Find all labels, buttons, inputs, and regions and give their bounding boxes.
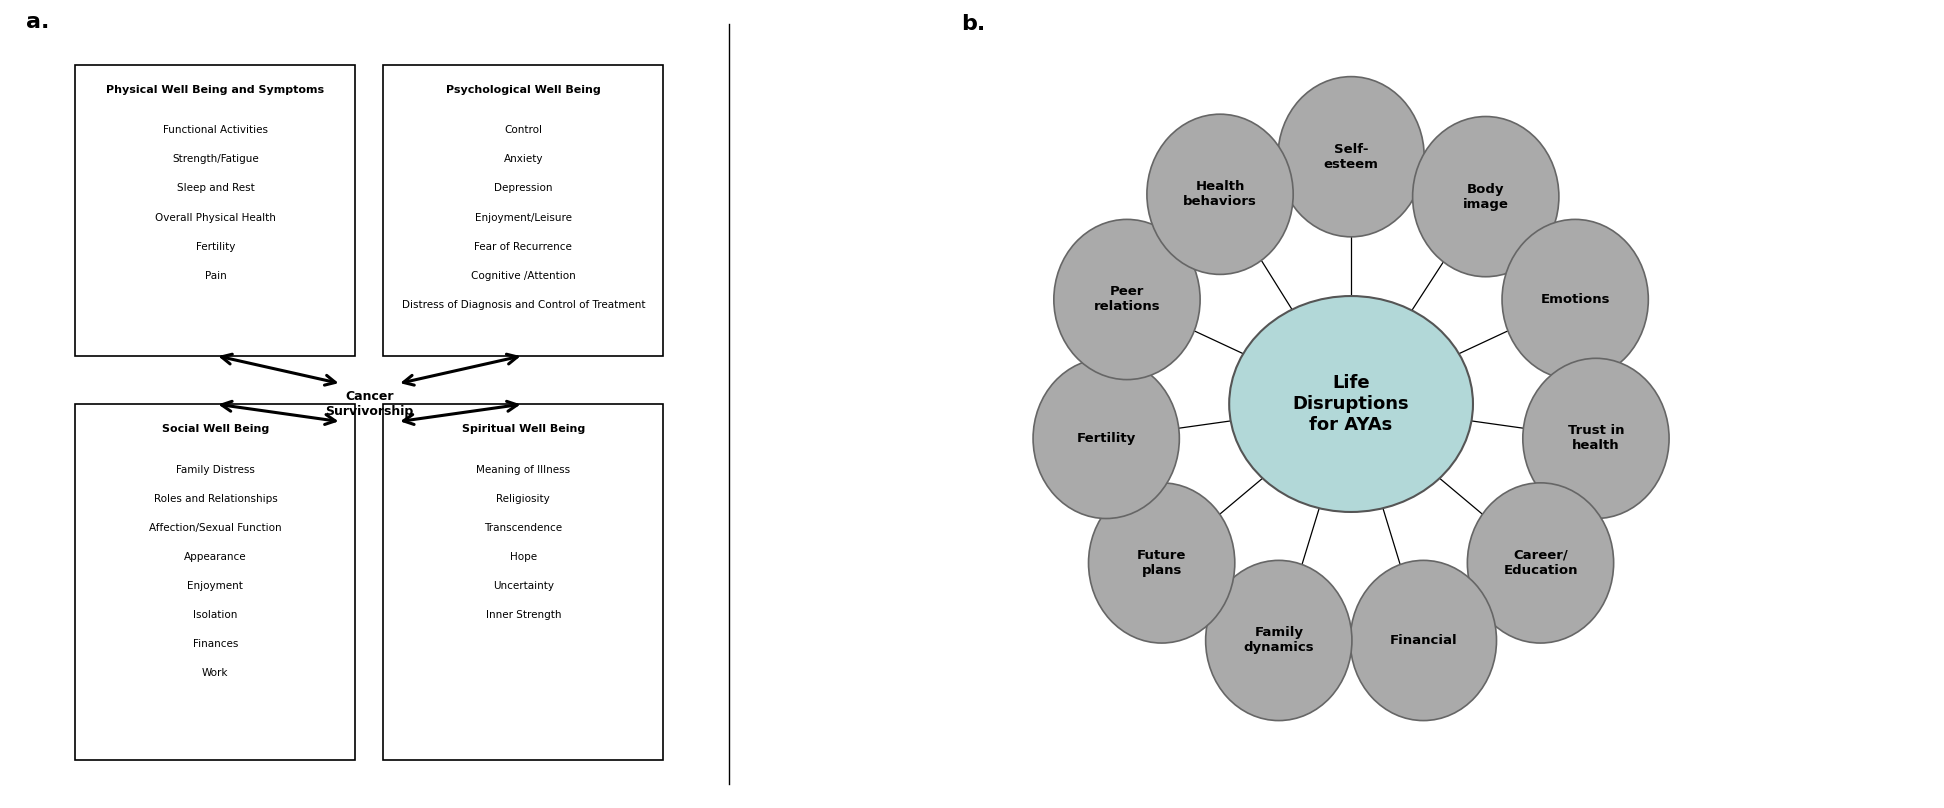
FancyBboxPatch shape [76,404,356,760]
Text: Family
dynamics: Family dynamics [1244,626,1314,654]
Text: Career/
Education: Career/ Education [1503,549,1579,577]
FancyBboxPatch shape [383,65,663,356]
Text: Spiritual Well Being: Spiritual Well Being [461,424,585,434]
Text: Enjoyment/Leisure: Enjoyment/Leisure [474,213,572,222]
Text: Religiosity: Religiosity [496,494,550,503]
Text: Hope: Hope [509,552,537,562]
Ellipse shape [1147,114,1293,275]
Text: Isolation: Isolation [192,610,237,620]
Text: Appearance: Appearance [185,552,247,562]
Ellipse shape [1089,483,1234,643]
Text: Financial: Financial [1390,634,1458,647]
Ellipse shape [1277,77,1425,237]
Ellipse shape [1413,116,1559,276]
Text: Future
plans: Future plans [1137,549,1186,577]
Text: Life
Disruptions
for AYAs: Life Disruptions for AYAs [1293,374,1409,434]
FancyBboxPatch shape [76,65,356,356]
Ellipse shape [1032,358,1180,519]
Text: Distress of Diagnosis and Control of Treatment: Distress of Diagnosis and Control of Tre… [402,300,645,309]
Ellipse shape [1205,561,1351,721]
FancyBboxPatch shape [383,404,663,760]
Text: Trust in
health: Trust in health [1567,424,1623,452]
Text: Sleep and Rest: Sleep and Rest [177,183,255,193]
Text: Health
behaviors: Health behaviors [1184,180,1258,208]
Ellipse shape [1054,220,1199,380]
Text: a.: a. [27,12,51,32]
Text: Fertility: Fertility [196,242,235,251]
Text: Inner Strength: Inner Strength [486,610,562,620]
Text: Finances: Finances [192,639,237,649]
Text: Peer
relations: Peer relations [1094,285,1161,314]
Text: b.: b. [960,14,986,34]
Text: Cognitive /Attention: Cognitive /Attention [470,271,575,280]
Text: Functional Activities: Functional Activities [163,125,268,135]
Text: Affection/Sexual Function: Affection/Sexual Function [150,523,282,532]
Ellipse shape [1351,561,1497,721]
Text: Strength/Fatigue: Strength/Fatigue [171,154,259,164]
Text: Fear of Recurrence: Fear of Recurrence [474,242,572,251]
Text: Pain: Pain [204,271,226,280]
Ellipse shape [1468,483,1614,643]
Ellipse shape [1229,296,1474,512]
Text: Body
image: Body image [1462,183,1509,211]
Text: Fertility: Fertility [1077,432,1135,445]
Text: Self-
esteem: Self- esteem [1324,143,1378,170]
Text: Anxiety: Anxiety [503,154,542,164]
Text: Transcendence: Transcendence [484,523,562,532]
Text: Uncertainty: Uncertainty [494,581,554,591]
Text: Cancer
Survivorship: Cancer Survivorship [325,390,414,418]
Text: Meaning of Illness: Meaning of Illness [476,465,570,474]
Text: Social Well Being: Social Well Being [161,424,268,434]
Text: Overall Physical Health: Overall Physical Health [156,213,276,222]
Text: Roles and Relationships: Roles and Relationships [154,494,278,503]
Ellipse shape [1503,220,1649,380]
Text: Emotions: Emotions [1540,293,1610,306]
Text: Physical Well Being and Symptoms: Physical Well Being and Symptoms [107,85,325,95]
Text: Work: Work [202,668,229,678]
Ellipse shape [1522,358,1670,519]
Text: Family Distress: Family Distress [177,465,255,474]
Text: Depression: Depression [494,183,552,193]
Text: Psychological Well Being: Psychological Well Being [445,85,601,95]
Text: Enjoyment: Enjoyment [187,581,243,591]
Text: Control: Control [503,125,542,135]
